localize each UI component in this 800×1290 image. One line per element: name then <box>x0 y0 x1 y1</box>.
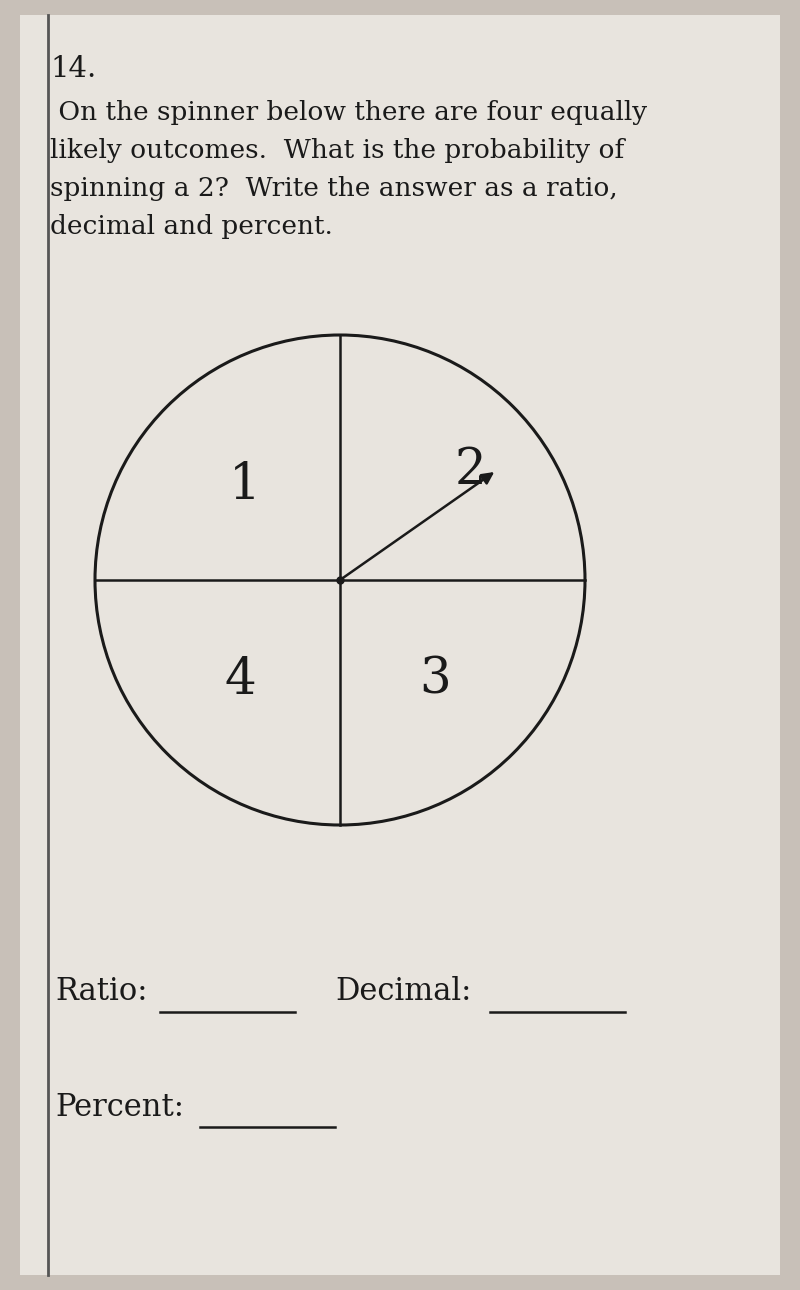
Text: 3: 3 <box>419 655 451 704</box>
Text: 4: 4 <box>224 655 256 704</box>
Text: Percent:: Percent: <box>55 1091 184 1122</box>
Text: likely outcomes.  What is the probability of: likely outcomes. What is the probability… <box>50 138 624 163</box>
Text: Decimal:: Decimal: <box>335 977 471 1007</box>
Text: 2: 2 <box>454 445 486 495</box>
Text: Ratio:: Ratio: <box>55 977 147 1007</box>
Text: 1: 1 <box>229 461 261 510</box>
Text: 14.: 14. <box>50 55 96 83</box>
Text: decimal and percent.: decimal and percent. <box>50 214 333 239</box>
Text: spinning a 2?  Write the answer as a ratio,: spinning a 2? Write the answer as a rati… <box>50 175 618 201</box>
Text: On the spinner below there are four equally: On the spinner below there are four equa… <box>50 101 647 125</box>
